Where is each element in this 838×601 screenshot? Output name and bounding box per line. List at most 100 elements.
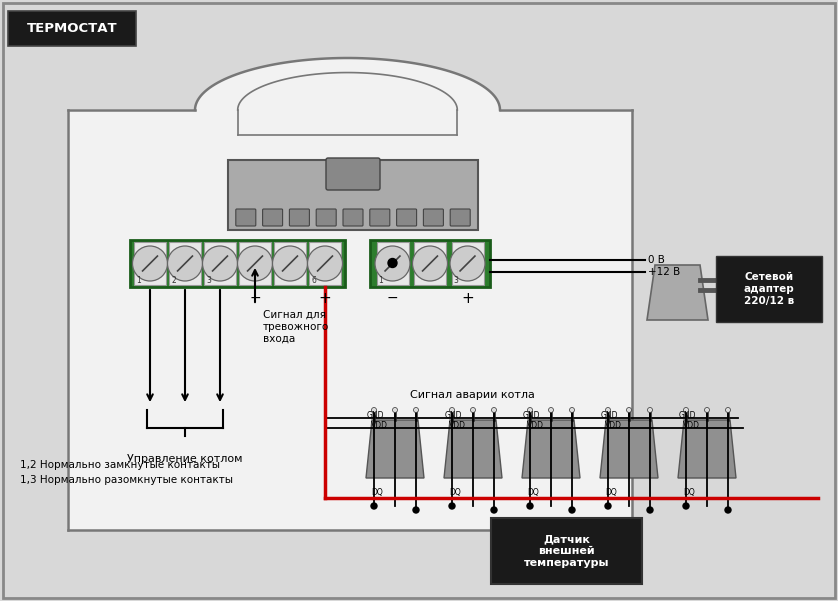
- FancyBboxPatch shape: [169, 242, 201, 285]
- Text: ТЕРМОСТАТ: ТЕРМОСТАТ: [27, 22, 117, 34]
- Text: GND: GND: [523, 412, 541, 421]
- Circle shape: [527, 503, 533, 509]
- FancyBboxPatch shape: [262, 209, 282, 226]
- Circle shape: [413, 407, 418, 412]
- Text: 0 В: 0 В: [648, 255, 665, 265]
- Circle shape: [705, 407, 710, 412]
- Circle shape: [570, 407, 575, 412]
- Text: 1: 1: [136, 276, 141, 285]
- Text: DQ: DQ: [527, 488, 539, 497]
- Circle shape: [684, 407, 689, 412]
- Text: Сигнал аварии котла: Сигнал аварии котла: [410, 390, 535, 400]
- Circle shape: [627, 407, 632, 412]
- Text: DQ: DQ: [449, 488, 461, 497]
- Circle shape: [648, 407, 653, 412]
- Text: Сетевой
адаптер
220/12 в: Сетевой адаптер 220/12 в: [743, 272, 794, 305]
- Circle shape: [606, 407, 611, 412]
- Text: +: +: [461, 291, 473, 306]
- Polygon shape: [647, 265, 708, 320]
- FancyBboxPatch shape: [370, 240, 490, 287]
- Text: VDD: VDD: [527, 421, 544, 430]
- FancyBboxPatch shape: [396, 209, 416, 226]
- Text: 3: 3: [206, 276, 211, 285]
- FancyBboxPatch shape: [309, 242, 341, 285]
- Text: 6: 6: [311, 276, 316, 285]
- Text: VDD: VDD: [605, 421, 622, 430]
- Circle shape: [388, 258, 397, 267]
- Circle shape: [491, 507, 497, 513]
- Text: VDD: VDD: [449, 421, 466, 430]
- FancyBboxPatch shape: [235, 209, 256, 226]
- FancyBboxPatch shape: [370, 209, 390, 226]
- Circle shape: [470, 407, 475, 412]
- Circle shape: [725, 507, 731, 513]
- Circle shape: [308, 246, 343, 281]
- Text: 1: 1: [379, 276, 383, 285]
- Circle shape: [569, 507, 575, 513]
- Circle shape: [527, 407, 532, 412]
- Text: Сигнал для
тревожного
входа: Сигнал для тревожного входа: [263, 310, 329, 343]
- Text: Датчик
внешней
температуры: Датчик внешней температуры: [524, 534, 609, 567]
- Circle shape: [132, 246, 168, 281]
- Text: GND: GND: [679, 412, 696, 421]
- Text: −: −: [386, 291, 398, 305]
- Circle shape: [605, 503, 611, 509]
- Circle shape: [683, 503, 689, 509]
- FancyBboxPatch shape: [204, 242, 236, 285]
- Circle shape: [647, 507, 653, 513]
- FancyBboxPatch shape: [8, 11, 136, 46]
- Polygon shape: [366, 420, 424, 478]
- FancyBboxPatch shape: [130, 240, 345, 287]
- Text: GND: GND: [601, 412, 618, 421]
- Text: Управление котлом: Управление котлом: [127, 454, 243, 464]
- FancyBboxPatch shape: [239, 242, 271, 285]
- Circle shape: [726, 407, 731, 412]
- FancyBboxPatch shape: [134, 242, 166, 285]
- FancyBboxPatch shape: [716, 256, 822, 322]
- Polygon shape: [600, 420, 658, 478]
- Circle shape: [449, 503, 455, 509]
- Circle shape: [272, 246, 308, 281]
- Text: DQ: DQ: [371, 488, 383, 497]
- Circle shape: [375, 246, 410, 281]
- Circle shape: [392, 407, 397, 412]
- Text: VDD: VDD: [371, 421, 388, 430]
- Circle shape: [203, 246, 237, 281]
- Circle shape: [449, 407, 454, 412]
- Circle shape: [549, 407, 554, 412]
- Circle shape: [371, 503, 377, 509]
- Text: 1,3 Нормально разомкнутые контакты: 1,3 Нормально разомкнутые контакты: [20, 475, 233, 485]
- Text: GND: GND: [445, 412, 463, 421]
- FancyBboxPatch shape: [450, 209, 470, 226]
- Text: DQ: DQ: [683, 488, 695, 497]
- Text: GND: GND: [367, 412, 385, 421]
- FancyBboxPatch shape: [289, 209, 309, 226]
- Circle shape: [237, 246, 272, 281]
- Text: +: +: [318, 291, 331, 306]
- FancyBboxPatch shape: [274, 242, 306, 285]
- Circle shape: [450, 246, 485, 281]
- Circle shape: [168, 246, 203, 281]
- FancyBboxPatch shape: [326, 158, 380, 190]
- FancyBboxPatch shape: [414, 242, 446, 285]
- FancyBboxPatch shape: [343, 209, 363, 226]
- Circle shape: [413, 507, 419, 513]
- Text: VDD: VDD: [683, 421, 700, 430]
- Polygon shape: [68, 58, 632, 530]
- Text: +12 В: +12 В: [648, 267, 680, 277]
- FancyBboxPatch shape: [423, 209, 443, 226]
- FancyBboxPatch shape: [491, 518, 642, 584]
- FancyBboxPatch shape: [316, 209, 336, 226]
- Polygon shape: [678, 420, 736, 478]
- Text: 2: 2: [171, 276, 176, 285]
- Circle shape: [492, 407, 496, 412]
- Circle shape: [371, 407, 376, 412]
- FancyBboxPatch shape: [376, 242, 408, 285]
- Circle shape: [412, 246, 447, 281]
- Polygon shape: [444, 420, 502, 478]
- Text: 1,2 Нормально замкнутые контакты: 1,2 Нормально замкнутые контакты: [20, 460, 220, 470]
- Text: DQ: DQ: [605, 488, 617, 497]
- FancyBboxPatch shape: [228, 160, 478, 230]
- Polygon shape: [522, 420, 580, 478]
- FancyBboxPatch shape: [452, 242, 484, 285]
